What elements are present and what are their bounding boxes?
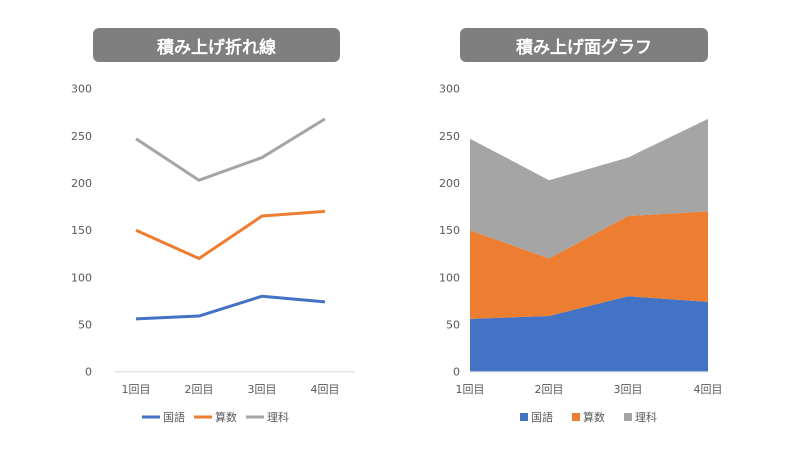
- x-tick-label: 4回目: [311, 383, 340, 396]
- y-tick-label: 200: [71, 177, 92, 190]
- x-tick-label: 3回目: [248, 383, 277, 396]
- area-series-理科: [470, 118, 708, 259]
- x-tick-label: 2回目: [535, 383, 564, 396]
- area-series-算数: [470, 211, 708, 319]
- legend-label: 算数: [215, 410, 237, 424]
- legend-label: 国語: [163, 410, 185, 424]
- legend-swatch: [520, 413, 528, 421]
- legend-label: 理科: [635, 410, 657, 424]
- legend-label: 算数: [583, 410, 605, 424]
- y-tick-label: 300: [439, 83, 460, 96]
- y-tick-label: 150: [439, 224, 460, 237]
- line-series-理科: [135, 117, 326, 182]
- line-series-算数: [135, 209, 326, 260]
- y-tick-label: 100: [439, 271, 460, 284]
- y-tick-label: 0: [85, 366, 92, 379]
- y-tick-label: 0: [453, 366, 460, 379]
- line-series-国語: [135, 294, 326, 321]
- legend-swatch: [624, 413, 632, 421]
- y-tick-label: 50: [446, 319, 460, 332]
- y-tick-label: 50: [78, 319, 92, 332]
- y-tick-label: 300: [71, 83, 92, 96]
- legend-label: 国語: [531, 410, 553, 424]
- x-tick-label: 2回目: [185, 383, 214, 396]
- line-chart-title: 積み上げ折れ線: [93, 28, 340, 62]
- x-tick-label: 1回目: [456, 383, 485, 396]
- legend-label: 理科: [267, 410, 289, 424]
- y-tick-label: 250: [71, 130, 92, 143]
- legend-swatch: [572, 413, 580, 421]
- area-chart-title: 積み上げ面グラフ: [460, 28, 708, 62]
- y-tick-label: 250: [439, 130, 460, 143]
- x-tick-label: 4回目: [694, 383, 723, 396]
- y-tick-label: 200: [439, 177, 460, 190]
- x-tick-label: 3回目: [614, 383, 643, 396]
- x-tick-label: 1回目: [122, 383, 151, 396]
- y-tick-label: 150: [71, 224, 92, 237]
- area-series-国語: [470, 296, 708, 372]
- y-tick-label: 100: [71, 271, 92, 284]
